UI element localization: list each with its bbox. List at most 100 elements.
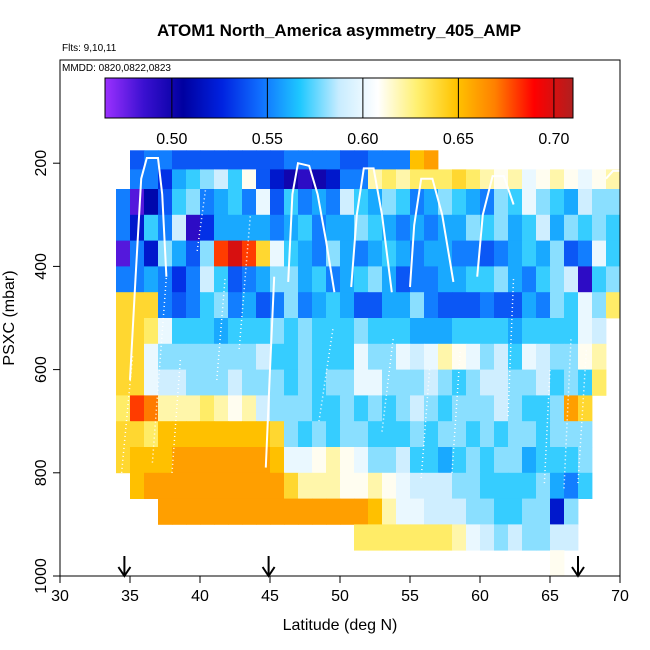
heatmap-cell <box>298 266 313 293</box>
heatmap-cell <box>536 498 551 525</box>
flight-trace <box>605 169 620 180</box>
heatmap-cell <box>452 214 467 241</box>
flight-trace-dotted <box>507 276 515 417</box>
flight-arrow <box>571 556 585 578</box>
heatmap-cell <box>396 266 411 293</box>
heatmap-cell <box>256 150 271 170</box>
heatmap-cell <box>550 498 565 525</box>
heatmap-cell <box>298 447 313 474</box>
heatmap-cell <box>480 447 495 474</box>
heatmap-cell <box>130 472 145 499</box>
heatmap-cell <box>200 318 215 345</box>
heatmap-cell <box>368 395 383 422</box>
heatmap-cell <box>396 292 411 319</box>
heatmap-cell <box>536 318 551 345</box>
heatmap-cell <box>508 214 523 241</box>
y-tick-label: 400 <box>33 253 50 280</box>
y-tick-label: 600 <box>33 356 50 383</box>
heatmap-cell <box>298 214 313 241</box>
heatmap-cell <box>494 240 509 267</box>
heatmap-cell <box>172 240 187 267</box>
heatmap-cell <box>340 318 355 345</box>
heatmap-cell <box>508 343 523 370</box>
x-tick-label: 65 <box>541 588 559 605</box>
heatmap-cell <box>564 292 579 319</box>
heatmap-cell <box>172 214 187 241</box>
heatmap-cell <box>340 369 355 396</box>
heatmap-cell <box>340 292 355 319</box>
heatmap-cell <box>172 266 187 293</box>
heatmap-cell <box>382 472 397 499</box>
heatmap-cell <box>116 214 131 241</box>
heatmap-cell <box>396 498 411 525</box>
heatmap-cell <box>340 169 355 190</box>
heatmap-cell <box>410 369 425 396</box>
heatmap-cell <box>368 524 383 551</box>
heatmap-cell <box>298 472 313 499</box>
heatmap-cell <box>270 189 285 216</box>
heatmap-cell <box>130 266 145 293</box>
heatmap-cell <box>536 343 551 370</box>
heatmap-cell <box>214 421 229 448</box>
heatmap-cell <box>494 292 509 319</box>
heatmap-cell <box>270 447 285 474</box>
heatmap-cell <box>508 472 523 499</box>
heatmap-cell <box>144 240 159 267</box>
heatmap-cell <box>326 369 341 396</box>
heatmap-cell <box>130 447 145 474</box>
heatmap-cell <box>214 369 229 396</box>
heatmap-cell <box>228 266 243 293</box>
heatmap-cell <box>382 318 397 345</box>
heatmap-cell <box>592 318 607 345</box>
flight-trace-dotted <box>196 188 207 252</box>
heatmap-cell <box>368 447 383 474</box>
flight-trace <box>287 161 336 293</box>
heatmap-cell <box>186 169 201 190</box>
heatmap-cell <box>396 318 411 345</box>
heatmap-cell <box>438 318 453 345</box>
heatmap-cell <box>284 369 299 396</box>
heatmap-cell <box>564 343 579 370</box>
heatmap-cell <box>144 472 159 499</box>
heatmap-cell <box>382 169 397 190</box>
heatmap-cell <box>494 343 509 370</box>
flight-trace-dotted <box>543 369 551 484</box>
heatmap-cell <box>270 266 285 293</box>
heatmap-cell <box>326 318 341 345</box>
heatmap-cell <box>284 292 299 319</box>
heatmap-cell <box>382 498 397 525</box>
heatmap-cell <box>326 214 341 241</box>
heatmap-cell <box>144 292 159 319</box>
heatmap-cell <box>396 169 411 190</box>
heatmap-cell <box>130 343 145 370</box>
heatmap-cell <box>298 189 313 216</box>
heatmap-cell <box>536 369 551 396</box>
heatmap-cell <box>396 395 411 422</box>
heatmap-cell <box>480 524 495 551</box>
heatmap-cell <box>536 214 551 241</box>
heatmap-cell <box>158 214 173 241</box>
heatmap-cell <box>172 189 187 216</box>
heatmap-cell <box>242 169 257 190</box>
heatmap-cell <box>270 318 285 345</box>
heatmap-cell <box>200 292 215 319</box>
heatmap-cell <box>564 240 579 267</box>
heatmap-cell <box>270 395 285 422</box>
heatmap-cell <box>326 343 341 370</box>
heatmap-cell <box>382 343 397 370</box>
heatmap-cell <box>298 292 313 319</box>
heatmap-cell <box>536 447 551 474</box>
heatmap-cell <box>228 214 243 241</box>
heatmap-cell <box>228 189 243 216</box>
heatmap-cell <box>340 189 355 216</box>
heatmap-cell <box>410 266 425 293</box>
heatmap-cell <box>354 498 369 525</box>
heatmap-cell <box>172 395 187 422</box>
heatmap-cell <box>550 214 565 241</box>
heatmap-cell <box>508 369 523 396</box>
heatmap-cell <box>242 343 257 370</box>
heatmap-cell <box>270 472 285 499</box>
heatmap-cell <box>242 214 257 241</box>
heatmap-cell <box>522 214 537 241</box>
y-axis-label: PSXC (mbar) <box>1 270 18 365</box>
